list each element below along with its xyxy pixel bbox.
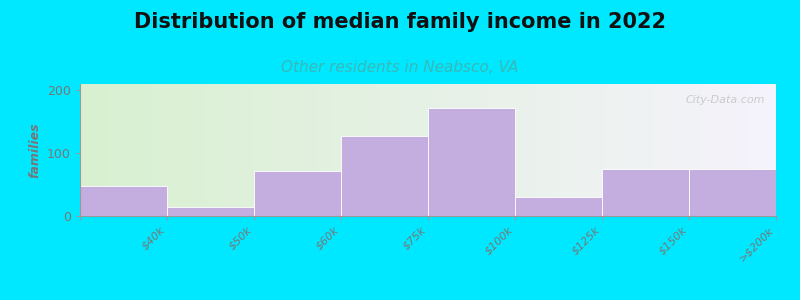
Bar [341, 136, 428, 216]
Text: City-Data.com: City-Data.com [686, 94, 765, 105]
Bar [254, 171, 341, 216]
Bar [602, 169, 689, 216]
Text: Distribution of median family income in 2022: Distribution of median family income in … [134, 12, 666, 32]
Bar [167, 207, 254, 216]
Bar [80, 187, 167, 216]
Bar [689, 169, 776, 216]
Y-axis label: families: families [29, 122, 42, 178]
Bar [515, 197, 602, 216]
Text: Other residents in Neabsco, VA: Other residents in Neabsco, VA [282, 60, 518, 75]
Bar [428, 108, 515, 216]
